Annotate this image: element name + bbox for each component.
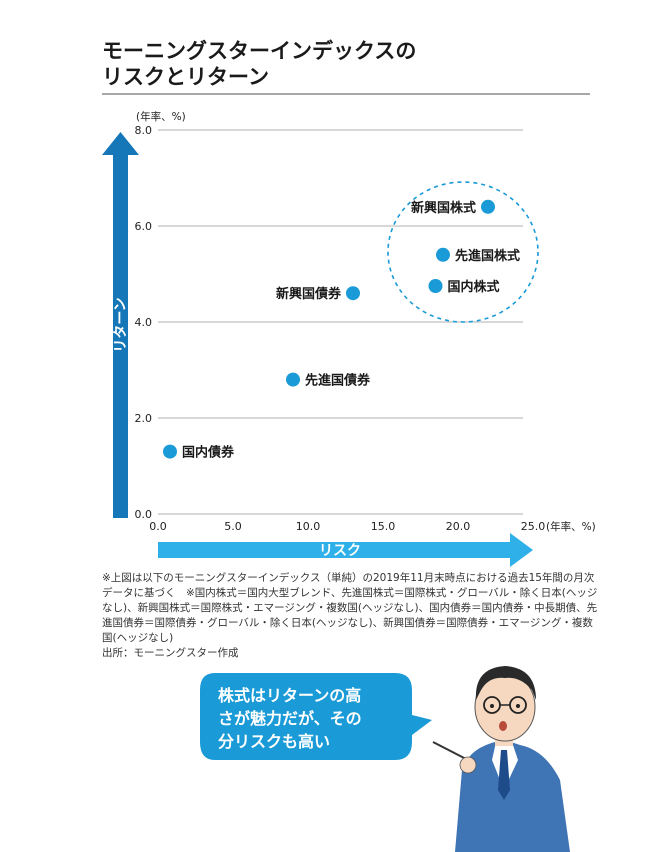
x-axis-label: リスク bbox=[319, 543, 361, 559]
data-point-label: 先進国債券 bbox=[305, 373, 371, 389]
title-divider bbox=[102, 93, 590, 95]
y-axis-unit: (年率、%) bbox=[136, 110, 186, 123]
data-point-label: 新興国債券 bbox=[276, 286, 342, 302]
return-axis-arrow: リターン bbox=[102, 132, 139, 518]
data-point bbox=[346, 286, 360, 301]
x-tick-label: 25.0 bbox=[521, 520, 546, 533]
data-point bbox=[481, 199, 495, 214]
speech-bubble-text: 株式はリターンの高 さが魅力だが、その 分リスクも高い bbox=[218, 684, 408, 753]
x-tick-label: 10.0 bbox=[296, 520, 321, 533]
data-point bbox=[286, 372, 300, 387]
data-point bbox=[163, 444, 177, 459]
presenter-illustration bbox=[432, 666, 570, 852]
y-tick-label: 2.0 bbox=[135, 412, 153, 425]
x-tick-label: 20.0 bbox=[446, 520, 471, 533]
bubble-line-3: 分リスクも高い bbox=[218, 732, 331, 751]
x-tick-label: 5.0 bbox=[224, 520, 242, 533]
y-tick-label: 0.0 bbox=[135, 508, 153, 521]
y-axis-label: リターン bbox=[113, 297, 129, 352]
title-line-1: モーニングスターインデックスの bbox=[102, 39, 417, 63]
bubble-line-2: さが魅力だが、その bbox=[218, 709, 362, 728]
y-tick-label: 6.0 bbox=[135, 220, 153, 233]
data-point-label: 国内債券 bbox=[182, 445, 235, 461]
x-tick-label: 0.0 bbox=[149, 520, 167, 533]
data-point-label: 国内株式 bbox=[448, 279, 500, 295]
speech-bubble bbox=[200, 673, 432, 760]
bubble-line-1: 株式はリターンの高 bbox=[218, 686, 362, 705]
x-axis-unit: (年率、%) bbox=[546, 520, 596, 533]
chart-title: モーニングスターインデックスの リスクとリターン bbox=[102, 38, 602, 90]
equity-group-highlight bbox=[387, 181, 539, 323]
data-point bbox=[436, 247, 450, 262]
data-point bbox=[428, 279, 443, 293]
risk-axis-arrow: リスク bbox=[158, 533, 533, 567]
data-points: 国内債券 先進国債券 新興国債券 国内株式 先進国株式 新興国株式 bbox=[163, 199, 520, 461]
y-tick-label: 8.0 bbox=[135, 124, 153, 137]
tick-labels: 0.0 2.0 4.0 6.0 8.0 0.0 5.0 10.0 15.0 20.0 25.0 bbox=[135, 124, 546, 533]
footnote-source: 出所：モーニングスター作成 bbox=[102, 647, 239, 659]
footnote-description: ※上図は以下のモーニングスターインデックス（単純）の2019年11月末時点におけ… bbox=[102, 572, 598, 644]
title-line-2: リスクとリターン bbox=[102, 65, 269, 89]
data-point-label: 新興国株式 bbox=[411, 200, 476, 216]
footnote: ※上図は以下のモーニングスターインデックス（単純）の2019年11月末時点におけ… bbox=[102, 571, 602, 661]
y-tick-label: 4.0 bbox=[135, 316, 153, 329]
x-tick-label: 15.0 bbox=[371, 520, 396, 533]
data-point-label: 先進国株式 bbox=[455, 248, 520, 264]
